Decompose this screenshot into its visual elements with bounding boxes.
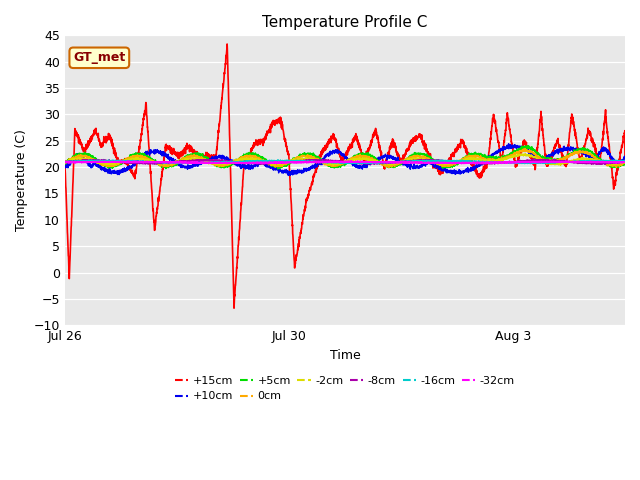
Title: Temperature Profile C: Temperature Profile C [262, 15, 428, 30]
Legend: +15cm, +10cm, +5cm, 0cm, -2cm, -8cm, -16cm, -32cm: +15cm, +10cm, +5cm, 0cm, -2cm, -8cm, -16… [170, 372, 520, 406]
Y-axis label: Temperature (C): Temperature (C) [15, 129, 28, 231]
Text: GT_met: GT_met [73, 51, 125, 64]
X-axis label: Time: Time [330, 348, 360, 361]
